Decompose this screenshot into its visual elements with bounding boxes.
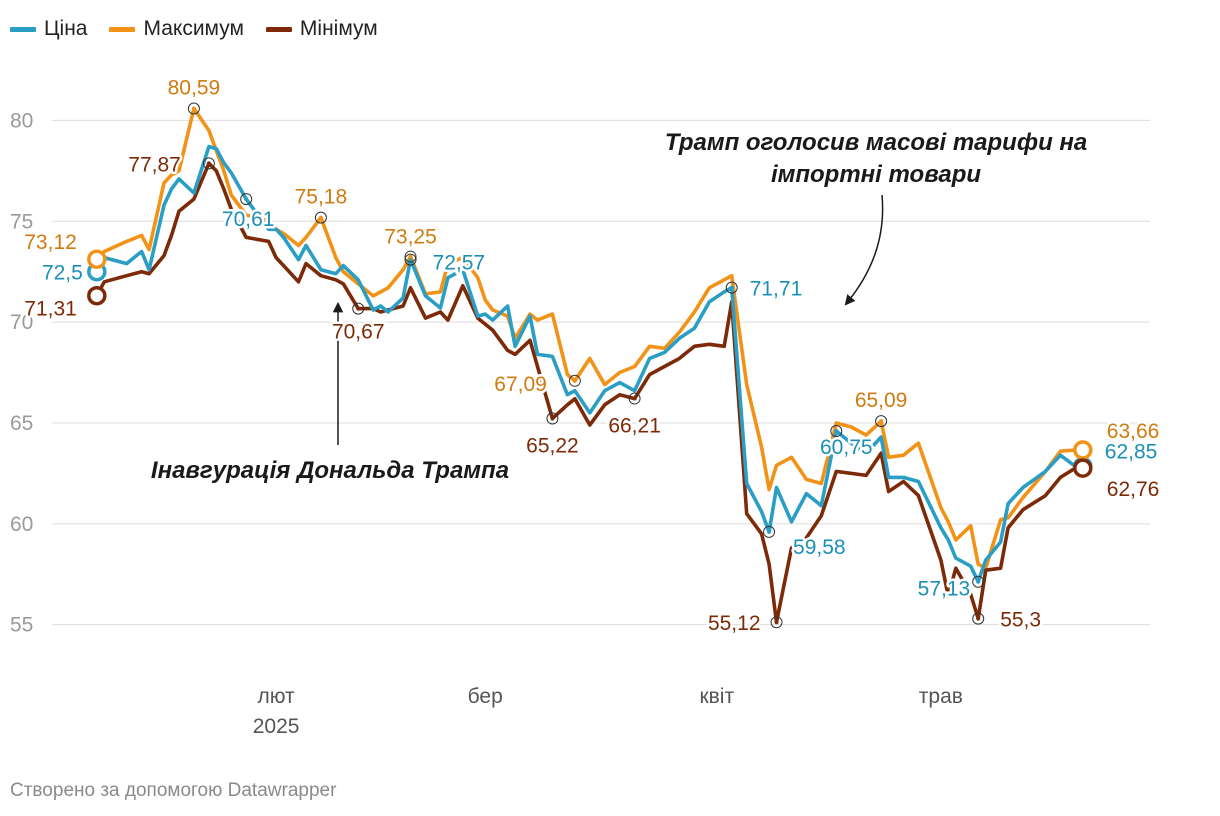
legend-label-max: Максимум xyxy=(143,17,244,40)
point-marker xyxy=(770,616,783,629)
value-label: 71,31 xyxy=(24,298,77,321)
y-tick-label: 80 xyxy=(10,109,33,132)
legend-label-price: Ціна xyxy=(44,17,88,40)
point-marker-dot xyxy=(408,254,413,259)
value-label: 62,85 xyxy=(1105,440,1158,463)
x-tick-label: трав xyxy=(919,685,963,708)
y-tick-label: 70 xyxy=(10,311,33,334)
x-tick-label: лют xyxy=(257,685,295,708)
value-label: 65,09 xyxy=(855,389,908,412)
legend-swatch-min xyxy=(265,26,292,32)
value-label: 72,57 xyxy=(433,252,486,275)
endpoint-marker xyxy=(87,285,107,306)
value-label: 55,12 xyxy=(708,612,761,635)
value-label: 73,25 xyxy=(384,226,437,249)
value-label: 62,76 xyxy=(1107,478,1160,501)
endpoint-marker xyxy=(1073,440,1093,460)
point-marker xyxy=(972,575,985,588)
point-marker-dot xyxy=(408,257,413,262)
value-labels: 72,5 70,61 72,57 71,71 59,58 60,75 57,13 62,85 7… xyxy=(22,74,1162,638)
point-marker xyxy=(725,281,738,294)
point-marker xyxy=(202,157,215,170)
value-label: 70,61 xyxy=(222,208,275,231)
point-marker-dot xyxy=(879,419,884,424)
legend-label-min: Мінімум xyxy=(299,17,378,40)
endpoint-marker xyxy=(1073,458,1093,478)
annotation-inauguration: Інавгурація Дональда Трампа xyxy=(151,457,509,484)
point-marker-dot xyxy=(550,416,555,421)
point-marker-dot xyxy=(356,306,361,311)
series-line-0 xyxy=(95,144,1085,584)
annotation-arrow-tariffs xyxy=(844,194,884,306)
point-marker xyxy=(314,211,327,224)
series-line-2 xyxy=(95,161,1085,624)
point-marker-dot xyxy=(976,579,981,584)
value-label: 66,21 xyxy=(608,415,661,438)
point-marker-dot xyxy=(632,396,637,401)
legend-item-max: Максимум xyxy=(109,17,244,41)
value-label: 71,71 xyxy=(750,278,803,301)
annotation-tariffs-line: Трамп оголосив масові тарифи на xyxy=(665,129,1087,156)
x-tick-year-label: 2025 xyxy=(253,715,300,738)
annotations: Інавгурація Дональда Трампа Трамп оголоси… xyxy=(148,127,1089,487)
legend: Ціна Максимум Мінімум xyxy=(10,17,378,41)
point-marker xyxy=(628,392,641,405)
y-tick-label: 55 xyxy=(10,614,33,637)
point-marker-dot xyxy=(318,215,323,220)
y-tick-label: 75 xyxy=(10,210,33,233)
legend-item-price: Ціна xyxy=(10,17,87,41)
endpoint-marker xyxy=(87,249,107,269)
point-marker-dot xyxy=(774,620,779,625)
point-marker-dot xyxy=(206,161,211,166)
point-marker xyxy=(404,250,417,263)
value-label: 60,75 xyxy=(820,436,873,459)
x-tick-label: квіт xyxy=(699,685,734,708)
y-axis: 55 60 65 70 75 80 xyxy=(10,109,33,636)
legend-swatch-max xyxy=(109,26,136,32)
point-marker-dot xyxy=(834,429,839,434)
point-marker xyxy=(187,102,200,115)
point-markers xyxy=(87,102,1093,629)
value-label: 67,09 xyxy=(494,373,547,396)
value-label: 63,66 xyxy=(1107,420,1160,443)
legend-swatch-price xyxy=(10,26,36,32)
series-lines xyxy=(95,106,1085,624)
y-tick-label: 65 xyxy=(10,412,33,435)
value-label: 75,18 xyxy=(295,186,348,209)
point-marker xyxy=(568,374,581,387)
grid-lines xyxy=(52,119,1150,626)
point-marker xyxy=(240,193,253,206)
value-label: 59,58 xyxy=(793,536,846,559)
point-marker xyxy=(352,302,365,315)
value-label: 65,22 xyxy=(526,435,579,458)
point-marker xyxy=(875,415,888,428)
point-marker xyxy=(404,253,417,266)
value-label: 72,5 xyxy=(42,262,83,285)
point-marker-dot xyxy=(244,197,249,202)
series-line-1 xyxy=(95,106,1085,570)
value-label: 73,12 xyxy=(24,231,77,254)
value-label: 55,3 xyxy=(1000,609,1041,632)
value-label: 80,59 xyxy=(168,77,221,100)
point-marker-dot xyxy=(572,378,577,383)
point-marker-dot xyxy=(729,285,734,290)
footer-credit: Створено за допомогою Datawrapper xyxy=(10,780,337,801)
point-marker xyxy=(763,525,776,538)
value-label: 77,87 xyxy=(128,153,181,176)
annotation-tariffs-line: імпортні товари xyxy=(771,161,981,188)
point-marker xyxy=(830,425,843,438)
point-marker-dot xyxy=(976,616,981,621)
value-label: 70,67 xyxy=(332,321,385,344)
point-marker-dot xyxy=(191,106,196,111)
point-marker xyxy=(546,412,559,425)
point-marker xyxy=(972,612,985,625)
x-tick-label: бер xyxy=(468,685,503,708)
legend-item-min: Мінімум xyxy=(265,17,378,41)
point-marker-dot xyxy=(767,529,772,534)
y-tick-label: 60 xyxy=(10,513,33,536)
x-axis: лют 2025 бер квіт трав xyxy=(253,685,963,738)
value-label: 57,13 xyxy=(918,578,971,601)
